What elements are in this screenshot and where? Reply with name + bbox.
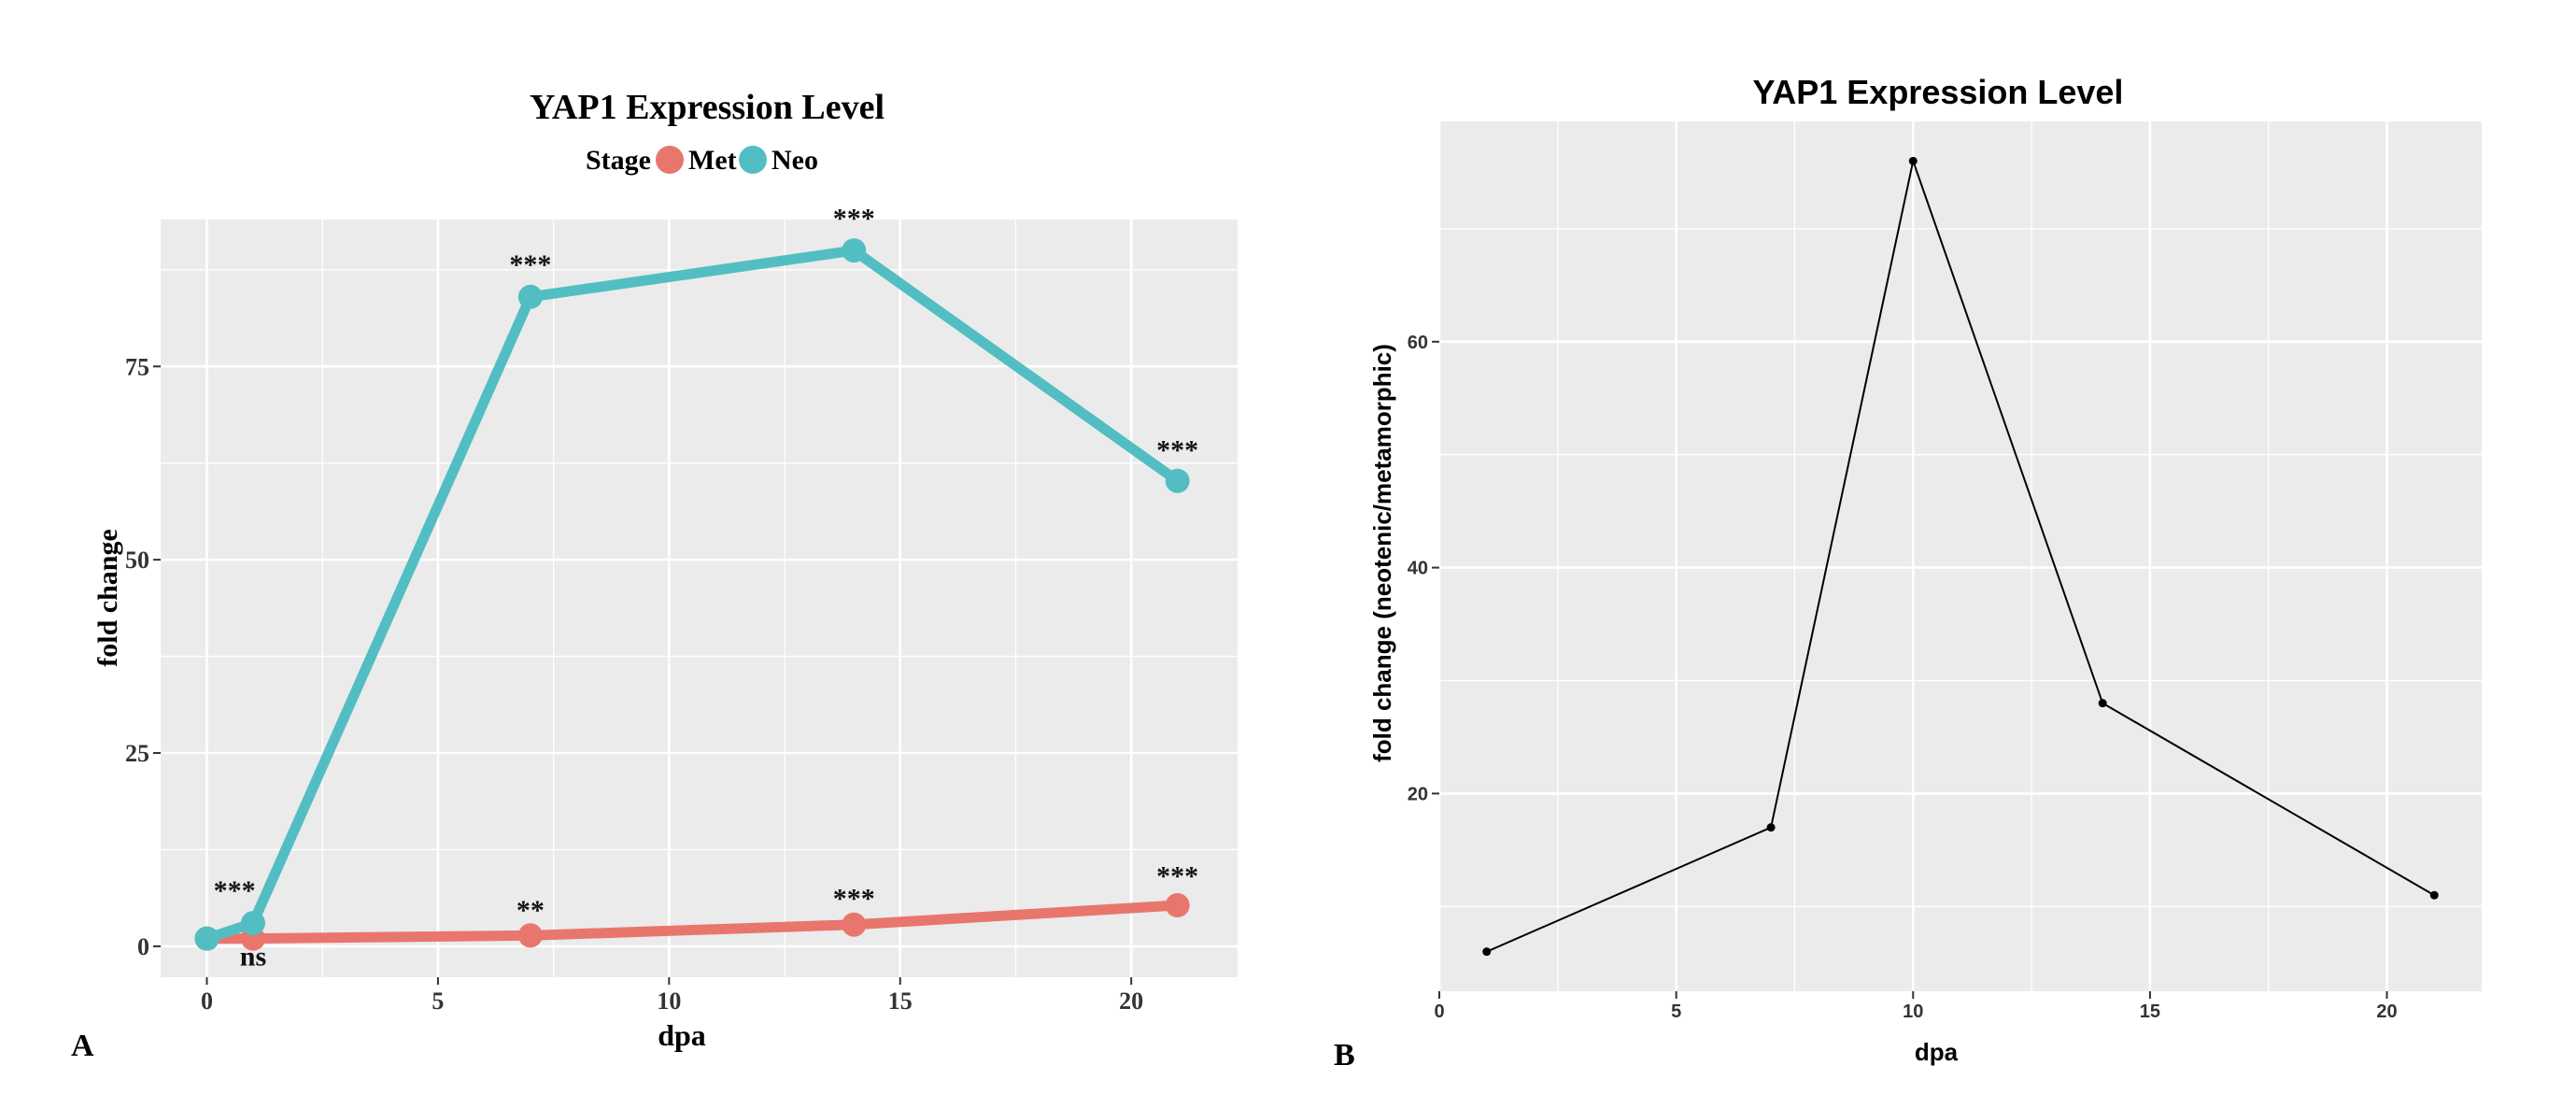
panel-a-y-axis-label: fold change bbox=[92, 529, 123, 667]
x-tick-label: 5 bbox=[432, 987, 444, 1015]
y-tick-label: 75 bbox=[125, 353, 149, 380]
panel-a-series bbox=[194, 238, 1190, 951]
data-point-met bbox=[842, 912, 867, 937]
data-point-series-0 bbox=[2429, 890, 2439, 900]
significance-annotation: *** bbox=[1156, 861, 1198, 892]
x-tick-label: 15 bbox=[2140, 1001, 2160, 1022]
panel-b-title: YAP1 Expression Level bbox=[1753, 73, 2124, 111]
panel-b-grid bbox=[1437, 121, 2482, 991]
data-point-series-0 bbox=[1908, 156, 1918, 165]
y-tick-label: 60 bbox=[1408, 333, 1428, 353]
significance-annotation: ** bbox=[517, 895, 545, 926]
y-tick-label: 40 bbox=[1408, 559, 1428, 579]
y-tick-label: 25 bbox=[125, 740, 149, 767]
x-tick-label: 10 bbox=[1903, 1001, 1923, 1022]
panel-a-title: YAP1 Expression Level bbox=[530, 88, 885, 127]
significance-annotation: *** bbox=[833, 884, 875, 915]
data-point-neo bbox=[842, 238, 867, 263]
x-tick-label: 0 bbox=[201, 987, 213, 1015]
x-tick-label: 20 bbox=[2376, 1001, 2397, 1022]
legend-key-met bbox=[656, 146, 684, 174]
panel-b-label: B bbox=[1334, 1038, 1355, 1072]
significance-annotation: *** bbox=[1156, 435, 1198, 466]
data-point-series-0 bbox=[1482, 947, 1492, 957]
x-tick-label: 15 bbox=[888, 987, 913, 1015]
x-tick-label: 20 bbox=[1119, 987, 1143, 1015]
panel-a-annotations: ***ns*********** ****** bbox=[214, 203, 1198, 972]
data-point-neo bbox=[240, 911, 265, 936]
y-tick-label: 20 bbox=[1408, 784, 1428, 804]
significance-annotation: *** bbox=[214, 875, 256, 906]
panel-a-grid bbox=[161, 220, 1238, 977]
panel-b-axes: 0 5 10 15 20 20 40 60 bbox=[1408, 333, 2398, 1022]
panel-a-label: A bbox=[71, 1029, 94, 1063]
data-point-neo bbox=[1165, 468, 1190, 493]
significance-annotation: ns bbox=[240, 942, 266, 973]
panel-b-x-axis-label: dpa bbox=[1915, 1038, 1959, 1066]
data-point-neo bbox=[194, 926, 219, 951]
y-tick-label: 50 bbox=[125, 547, 149, 574]
legend-key-neo bbox=[739, 146, 767, 174]
data-point-neo bbox=[517, 284, 543, 309]
significance-annotation: *** bbox=[509, 249, 551, 280]
legend-label-met: Met bbox=[688, 145, 737, 176]
panel-b-y-axis-label: fold change (neotenic/metamorphic) bbox=[1368, 344, 1396, 762]
significance-annotation: *** bbox=[833, 203, 875, 234]
data-point-series-0 bbox=[1766, 823, 1776, 832]
panel-a-plot-background bbox=[161, 220, 1238, 977]
panel-b-plot-background bbox=[1439, 121, 2482, 991]
panel-a-x-axis-label: dpa bbox=[658, 1018, 706, 1052]
legend-label-neo: Neo bbox=[771, 145, 818, 176]
panel-a-legend: Stage Met Neo bbox=[586, 145, 818, 176]
y-tick-label: 0 bbox=[137, 933, 149, 960]
data-point-met bbox=[1165, 893, 1190, 918]
x-tick-label: 0 bbox=[1434, 1001, 1444, 1022]
x-tick-label: 5 bbox=[1671, 1001, 1681, 1022]
data-point-met bbox=[517, 923, 543, 948]
legend-title: Stage bbox=[586, 145, 651, 176]
data-point-series-0 bbox=[2098, 699, 2107, 708]
panel-b-series bbox=[1482, 156, 2439, 957]
panel-b: YAP1 Expression Level 0 5 10 15 20 20 40 60 dpa… bbox=[1334, 73, 2482, 1072]
panel-a: YAP1 Expression Level Stage Met Neo *** n… bbox=[71, 88, 1238, 1063]
panel-a-axes: 0 5 10 15 20 0 25 50 75 bbox=[125, 353, 1143, 1015]
x-tick-label: 10 bbox=[657, 987, 681, 1015]
